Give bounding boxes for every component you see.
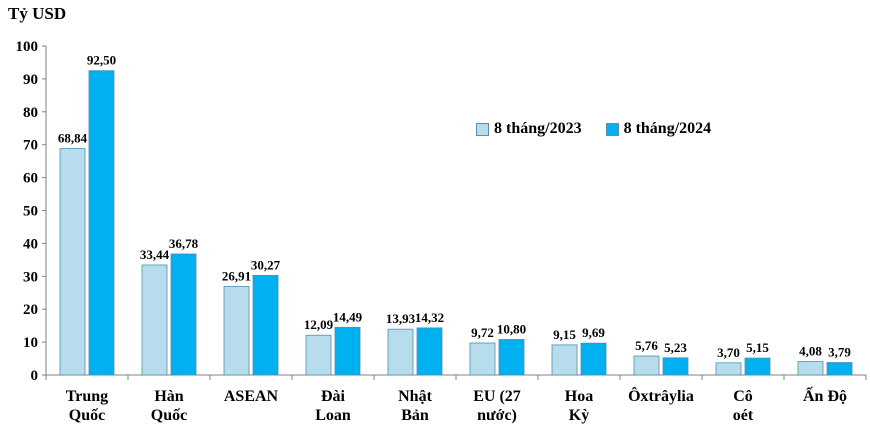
- data-label-2024: 5,23: [664, 340, 687, 355]
- bar-2023: [387, 328, 414, 376]
- data-label-2024: 3,79: [828, 345, 851, 360]
- bar-2024: [662, 357, 689, 376]
- y-tick-label: 40: [23, 236, 38, 252]
- bar-2024: [826, 362, 853, 376]
- x-category-label: Hàn: [154, 388, 183, 405]
- data-label-2023: 4,08: [799, 344, 822, 359]
- x-category-label: Ấn Độ: [803, 386, 847, 405]
- data-label-2024: 92,50: [87, 53, 116, 68]
- legend-label-2023: 8 tháng/2023: [494, 120, 582, 137]
- bar-2023: [469, 342, 496, 376]
- data-label-2023: 26,91: [222, 268, 251, 283]
- y-tick-label: 80: [23, 105, 38, 121]
- x-category-label: Ôxtrâylia: [628, 386, 694, 405]
- y-tick-label: 100: [16, 39, 39, 55]
- bar-2023: [715, 362, 742, 376]
- x-category-label: Quốc: [69, 407, 105, 424]
- x-category-label: Quốc: [151, 407, 187, 424]
- data-label-2024: 10,80: [497, 321, 526, 336]
- x-category-label: oét: [733, 407, 754, 424]
- bar-2023: [305, 334, 332, 376]
- data-label-2023: 5,76: [635, 338, 658, 353]
- x-category-label: Cô: [733, 388, 753, 405]
- bar-2024: [744, 357, 771, 376]
- y-tick-label: 30: [23, 269, 38, 285]
- y-tick-label: 90: [23, 72, 38, 88]
- bar-2023: [59, 148, 86, 376]
- y-tick-label: 0: [31, 368, 39, 384]
- x-category-label: Kỳ: [569, 407, 589, 424]
- y-tick-label: 60: [23, 171, 38, 187]
- legend-label-2024: 8 tháng/2024: [623, 120, 712, 137]
- bar-2023: [551, 344, 578, 376]
- data-label-2023: 13,93: [386, 311, 416, 326]
- data-label-2024: 14,32: [415, 310, 444, 325]
- y-tick-label: 20: [23, 302, 38, 318]
- data-label-2024: 36,78: [169, 236, 199, 251]
- x-category-label: nước): [477, 407, 517, 424]
- x-category-label: ASEAN: [224, 388, 279, 405]
- bar-2024: [170, 253, 197, 376]
- legend-swatch-2023: [476, 122, 489, 136]
- data-label-2023: 68,84: [58, 131, 88, 146]
- data-label-2023: 9,72: [471, 325, 494, 340]
- data-label-2024: 9,69: [582, 325, 605, 340]
- bar-2024: [252, 275, 279, 376]
- x-category-label: EU (27: [473, 388, 521, 405]
- data-label-2023: 12,09: [304, 317, 334, 332]
- data-label-2024: 5,15: [746, 340, 769, 355]
- x-category-label: Trung: [66, 388, 108, 405]
- y-axis-unit-label: Tỷ USD: [8, 4, 67, 23]
- bar-2024: [416, 327, 443, 376]
- x-category-label: Hoa: [565, 388, 593, 405]
- bar-2023: [223, 286, 250, 376]
- x-category-label: Đài: [321, 388, 346, 405]
- bar-2023: [797, 361, 824, 376]
- x-category-label: Nhật: [398, 388, 432, 405]
- bar-2024: [580, 342, 607, 376]
- bar-2023: [141, 264, 168, 376]
- x-category-label: Loan: [315, 407, 351, 424]
- data-label-2023: 33,44: [140, 247, 170, 262]
- legend-item-2023: 8 tháng/2023: [476, 120, 582, 138]
- x-category-label: Bản: [401, 407, 429, 424]
- bar-2024: [88, 70, 115, 376]
- bar-2023: [633, 355, 660, 376]
- data-label-2024: 14,49: [333, 309, 363, 324]
- y-tick-label: 10: [23, 335, 38, 351]
- bar-2024: [498, 339, 525, 376]
- y-tick-label: 70: [23, 138, 38, 154]
- data-label-2023: 9,15: [553, 327, 576, 342]
- legend-swatch-2024: [605, 122, 619, 136]
- y-tick-label: 50: [23, 204, 38, 220]
- chart-legend: 8 tháng/2023 8 tháng/2024: [476, 120, 711, 138]
- bar-2024: [334, 326, 361, 376]
- data-label-2024: 30,27: [251, 257, 281, 272]
- legend-item-2024: 8 tháng/2024: [605, 120, 712, 138]
- data-label-2023: 3,70: [717, 345, 740, 360]
